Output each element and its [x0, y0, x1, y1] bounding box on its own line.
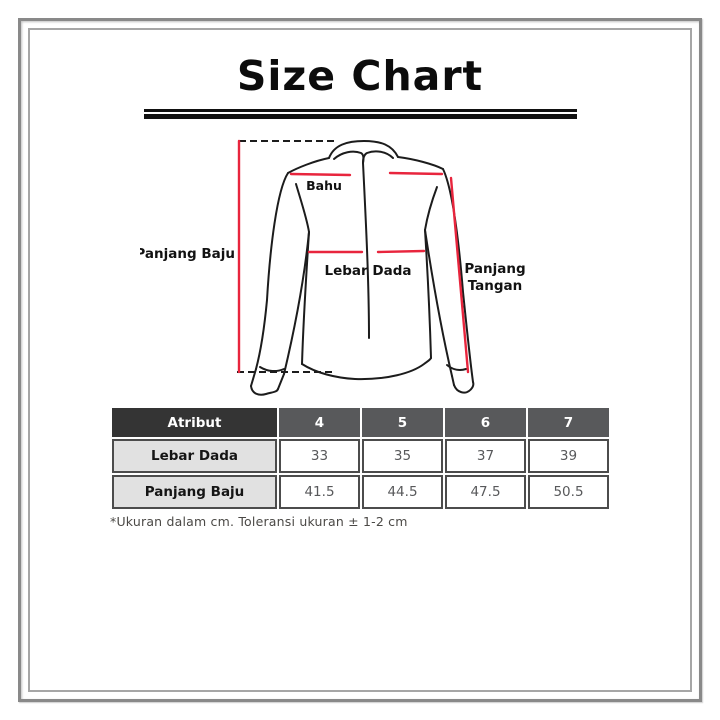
measurement-lines-group: [237, 139, 470, 374]
placket-line: [362, 162, 370, 339]
left-sleeve-inner-edge: [283, 231, 310, 375]
sleeve-length-label-line1: Panjang: [464, 261, 525, 277]
right-cuff-bottom: [453, 381, 475, 394]
row-label-lebar-dada: Lebar Dada: [112, 439, 277, 473]
left-cuff-outer-edge: [250, 368, 257, 387]
value-panjang-baju-size7: 50.5: [528, 475, 609, 509]
left-sleeve-outer-edge: [255, 172, 289, 370]
right-sleeve-inner-edge: [424, 229, 453, 377]
value-panjang-baju-size4: 41.5: [279, 475, 360, 509]
size-table-header-row: Atribut 4 5 6 7: [112, 408, 609, 437]
divider-thin-line: [144, 109, 577, 112]
chest-width-label: Lebar Dada: [325, 263, 412, 279]
row-label-panjang-baju: Panjang Baju: [112, 475, 277, 509]
header-cell-size-4: 4: [279, 408, 360, 437]
left-cuff-seam: [259, 366, 285, 373]
shoulder-measure-line-right: [388, 171, 444, 176]
right-shoulder-seam: [397, 156, 444, 170]
sleeve-measure-line: [449, 176, 470, 374]
value-lebar-dada-size6: 37: [445, 439, 526, 473]
collar-inner-left-line: [333, 150, 365, 164]
right-body-side-seam: [424, 229, 432, 359]
collar-outer-line: [328, 140, 399, 159]
value-lebar-dada-size4: 33: [279, 439, 360, 473]
collar-inner-right-line: [362, 150, 394, 164]
left-cuff-inner-edge: [277, 373, 285, 390]
left-armhole-seam: [295, 183, 310, 233]
divider-thick-line: [144, 114, 577, 119]
shirt-measurement-diagram: Bahu Panjang Baju Lebar Dada Panjang Tan…: [140, 139, 526, 396]
left-shoulder-seam: [287, 157, 330, 174]
shirt-outline-group: [250, 140, 475, 396]
hem-curve: [301, 357, 432, 381]
body-length-label: Panjang Baju: [140, 246, 235, 262]
header-cell-size-7: 7: [528, 408, 609, 437]
header-cell-atribut: Atribut: [112, 408, 277, 437]
title-divider: [144, 109, 577, 119]
measurement-footnote: *Ukuran dalam cm. Toleransi ukuran ± 1-2…: [110, 514, 408, 529]
size-table: Atribut 4 5 6 7 Lebar Dada 33 35 37 39 P…: [110, 406, 611, 511]
shoulder-label: Bahu: [306, 178, 342, 193]
page-title: Size Chart: [236, 52, 484, 100]
table-row-lebar-dada: Lebar Dada 33 35 37 39: [112, 439, 609, 473]
header-cell-size-6: 6: [445, 408, 526, 437]
chest-measure-line-right: [376, 249, 426, 254]
table-row-panjang-baju: Panjang Baju 41.5 44.5 47.5 50.5: [112, 475, 609, 509]
right-cuff-inner-edge: [451, 375, 455, 386]
header-cell-size-5: 5: [362, 408, 443, 437]
shoulder-measure-line-left: [289, 172, 352, 177]
value-panjang-baju-size6: 47.5: [445, 475, 526, 509]
value-panjang-baju-size5: 44.5: [362, 475, 443, 509]
sleeve-length-label-line2: Tangan: [468, 278, 523, 294]
value-lebar-dada-size5: 35: [362, 439, 443, 473]
dashed-guide-lines: [237, 140, 336, 373]
right-cuff-seam: [446, 364, 467, 371]
inner-frame-border: [28, 28, 692, 692]
outer-frame-border: [18, 18, 702, 702]
value-lebar-dada-size7: 39: [528, 439, 609, 473]
right-sleeve-outer-edge: [442, 168, 474, 383]
right-armhole-seam: [424, 186, 438, 231]
left-cuff-bottom: [250, 385, 279, 396]
